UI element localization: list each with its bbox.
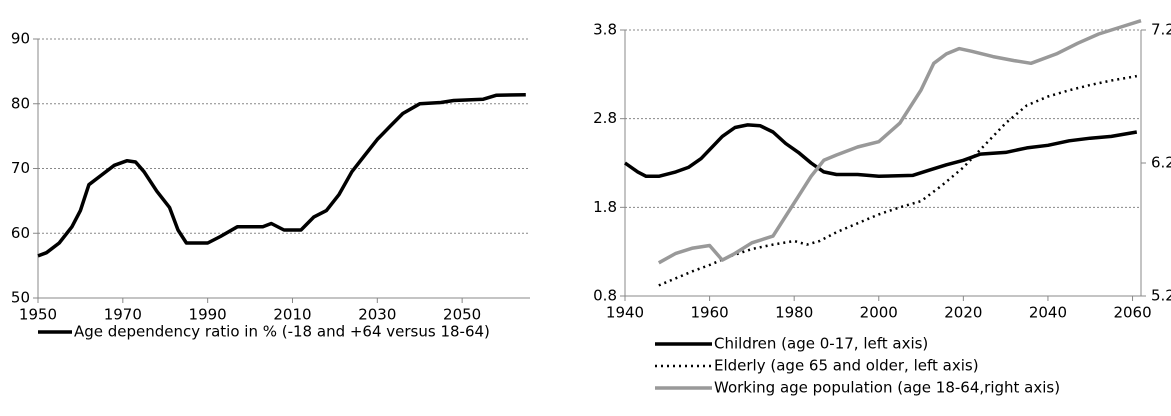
x-tick-label: 1960	[690, 304, 728, 322]
y2-tick-label: 5.2	[1151, 287, 1171, 305]
y2-tick-label: 7.2	[1151, 21, 1171, 39]
series-line	[37, 92, 526, 258]
y-tick-label: 70	[11, 159, 30, 177]
y-tick-label: 2.8	[593, 109, 617, 127]
x-tick-label: 1950	[19, 306, 57, 324]
x-tick-label: 1940	[606, 304, 644, 322]
y-tick-label: 80	[11, 94, 30, 112]
series-line	[658, 74, 1138, 287]
x-tick-label: 2000	[860, 304, 898, 322]
x-tick-label: 2030	[358, 306, 396, 324]
legend-label: Working age population (age 18-64,right …	[714, 379, 1060, 397]
x-tick-label: 1980	[775, 304, 813, 322]
x-tick-label: 1990	[189, 306, 227, 324]
y-tick-label: 1.8	[593, 198, 617, 216]
y-tick-label: 50	[11, 289, 30, 307]
series-line	[657, 19, 1142, 265]
y-tick-label: 3.8	[593, 21, 617, 39]
x-tick-label: 2010	[273, 306, 311, 324]
y-tick-label: 0.8	[593, 287, 617, 305]
y-tick-label: 90	[11, 30, 30, 48]
y-tick-label: 60	[11, 224, 30, 242]
y2-tick-label: 6.2	[1151, 154, 1171, 172]
x-tick-label: 2020	[944, 304, 982, 322]
series-line	[623, 123, 1138, 179]
legend-label: Elderly (age 65 and older, left axis)	[714, 357, 979, 375]
x-tick-label: 1970	[104, 306, 142, 324]
x-tick-label: 2050	[443, 306, 481, 324]
legend-label: Children (age 0-17, left axis)	[714, 335, 928, 353]
x-tick-label: 2060	[1113, 304, 1151, 322]
legend-label: Age dependency ratio in % (-18 and +64 v…	[74, 323, 490, 341]
x-tick-label: 2040	[1029, 304, 1067, 322]
chart: 0.8 1.8 2.8 3.8 5.2 6.2 7.2 1940 1960 1980 2000 202…	[593, 19, 1171, 397]
